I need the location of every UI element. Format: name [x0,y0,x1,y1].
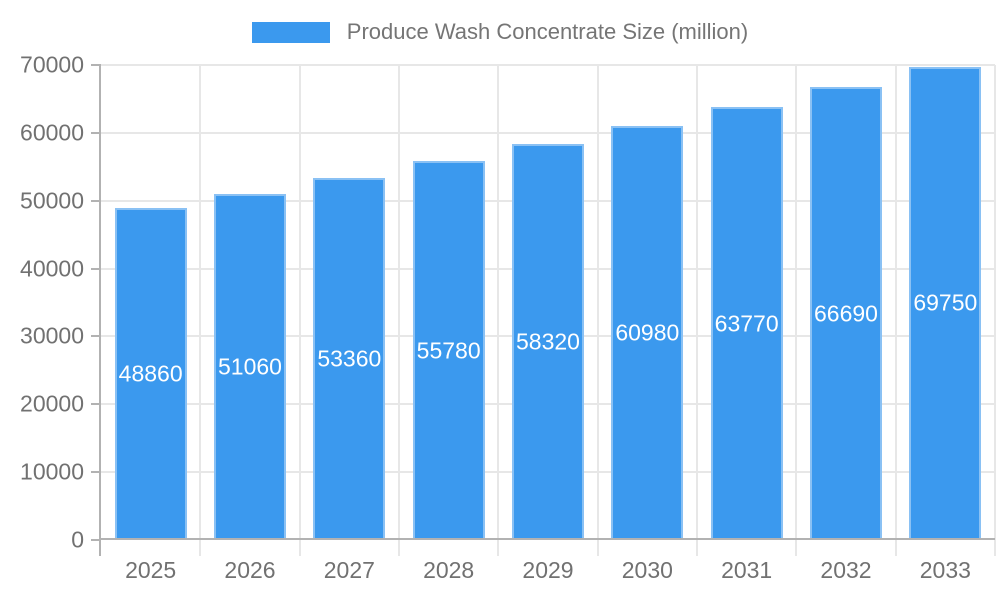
y-axis-tick [91,64,101,66]
bar-2026[interactable] [214,193,286,540]
y-axis-tick [91,539,101,541]
x-axis-tick-label: 2032 [820,557,872,583]
x-gridline [696,65,698,556]
y-axis-tick-label: 10000 [20,458,84,485]
x-axis-tick-label: 2027 [323,557,375,583]
bar-2031[interactable] [710,107,783,540]
y-axis-tick [91,403,101,406]
x-axis-tick-label: 2031 [721,557,773,583]
y-axis-tick [91,267,101,270]
y-axis-tick-label: 50000 [20,187,84,214]
y-axis-tick-label: 30000 [20,322,84,349]
legend-label: Produce Wash Concentrate Size (million) [346,19,749,44]
bar-2025[interactable] [114,208,187,540]
y-axis-tick-label: 60000 [20,119,84,146]
x-gridline [994,65,996,556]
x-gridline [795,65,798,556]
y-gridline [101,64,995,66]
bar-2028[interactable] [412,161,485,540]
legend-swatch [251,21,330,43]
bar-2029[interactable] [512,144,584,540]
bar-2027[interactable] [313,177,386,540]
y-axis-tick-label: 20000 [20,390,84,417]
y-axis-tick [91,335,101,338]
legend[interactable]: Produce Wash Concentrate Size (million) [0,19,1000,45]
x-gridline [596,65,599,556]
x-axis-tick-label: 2029 [522,557,574,583]
x-axis-tick-label: 2025 [125,557,177,583]
y-axis-line [99,65,101,556]
x-gridline [894,65,897,556]
y-axis-tick-label: 0 [71,526,84,553]
y-axis-tick [91,199,101,202]
x-axis-line [99,538,995,540]
bar-2030[interactable] [611,126,684,540]
x-gridline [199,65,202,556]
y-axis-tick [91,131,101,134]
x-axis-tick-label: 2030 [621,557,673,583]
x-gridline [497,65,500,556]
y-gridline [101,131,995,134]
bar-2032[interactable] [810,87,882,540]
y-axis-tick-label: 40000 [20,255,84,282]
x-axis-tick-label: 2033 [919,557,971,583]
bar-2033[interactable] [909,66,982,540]
y-axis-tick [91,471,101,474]
y-axis-tick-label: 70000 [20,51,84,78]
x-axis-tick-label: 2026 [224,557,276,583]
x-axis-tick-label: 2028 [423,557,475,583]
x-gridline [398,65,400,556]
x-gridline [298,65,301,556]
